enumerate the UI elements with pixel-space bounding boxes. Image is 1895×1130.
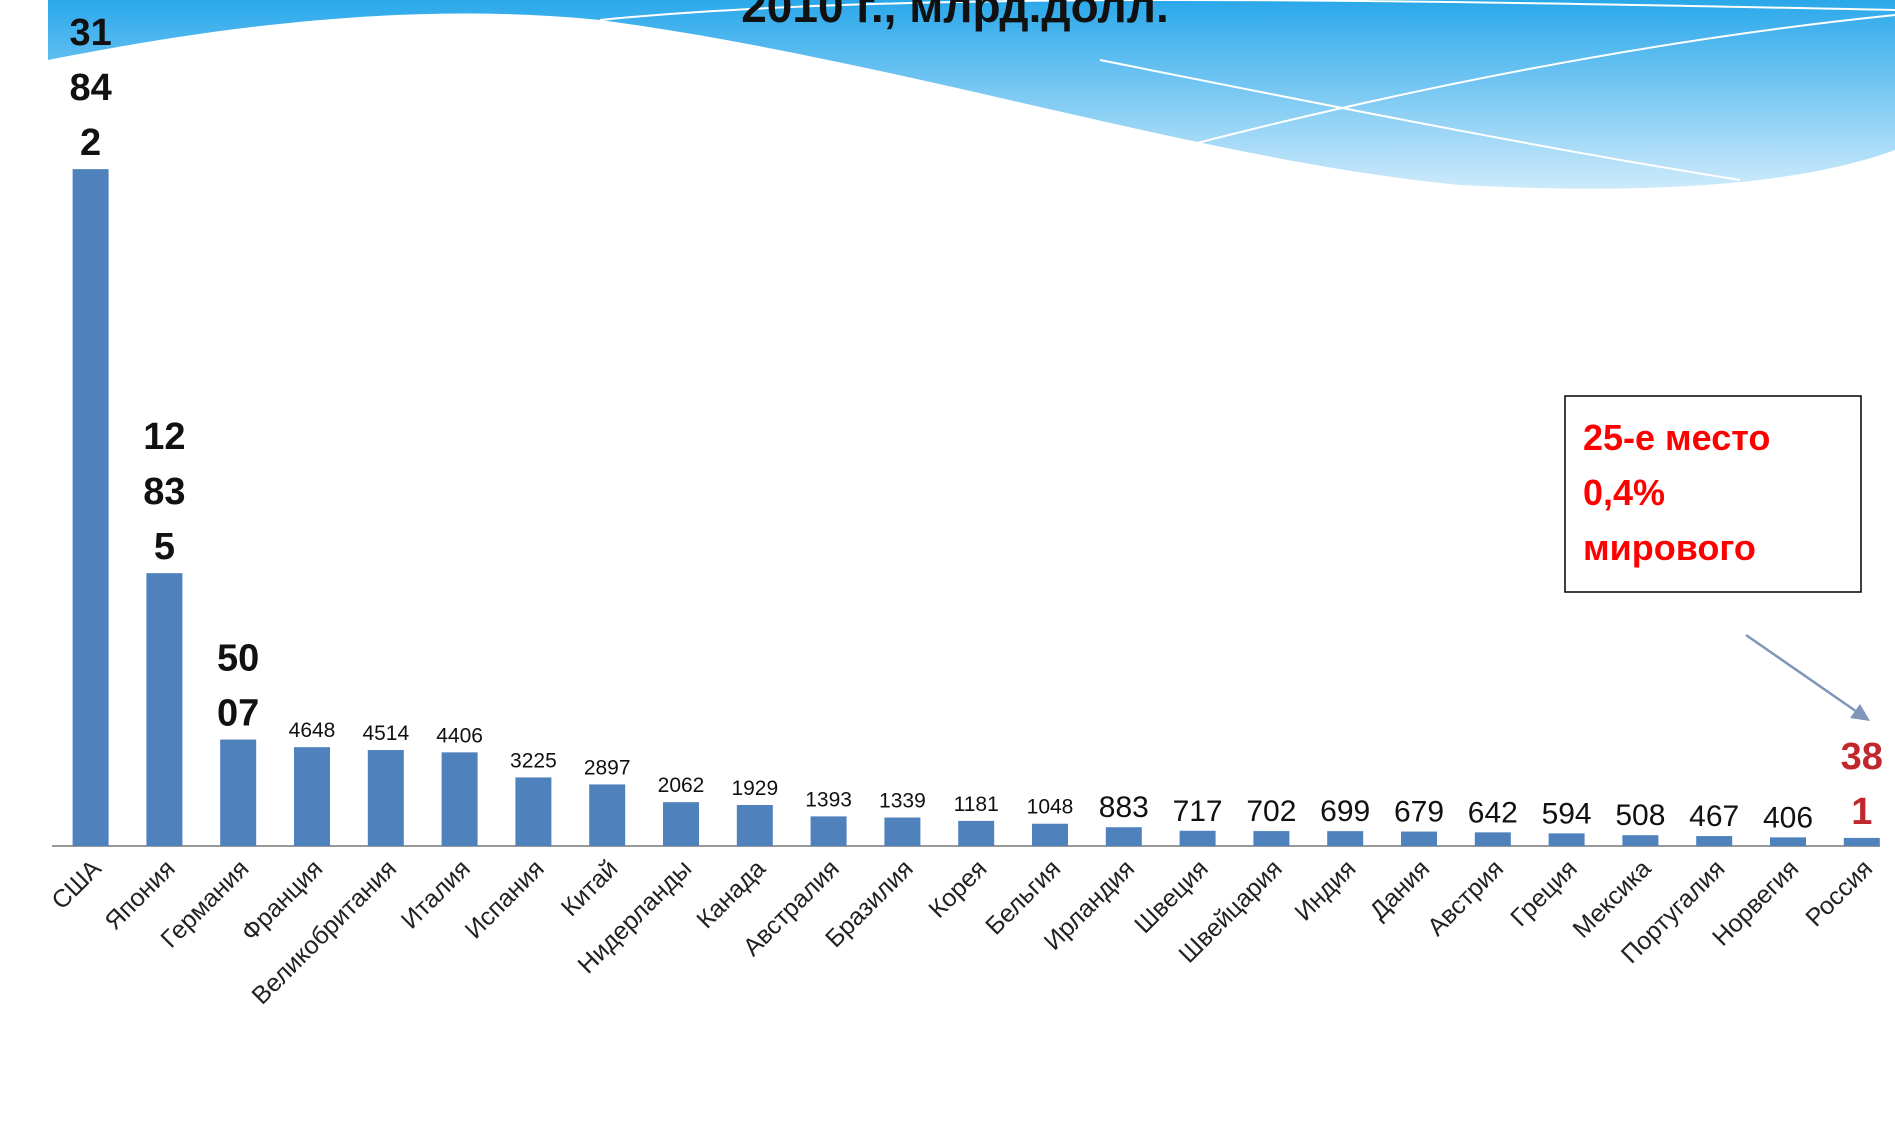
data-label: 2897 xyxy=(584,756,631,779)
data-label: 4648 xyxy=(289,719,336,742)
data-label: 1048 xyxy=(1027,796,1074,819)
bar xyxy=(737,805,773,846)
data-label: 1181 xyxy=(954,793,999,816)
x-tick-label: Испания xyxy=(460,854,550,944)
bar xyxy=(442,752,478,846)
bar xyxy=(1475,832,1511,846)
bar xyxy=(1622,835,1658,846)
data-label: 679 xyxy=(1394,796,1444,829)
bar xyxy=(1401,832,1437,846)
data-label: 702 xyxy=(1246,795,1296,828)
bar xyxy=(663,802,699,846)
annotation-arrow xyxy=(1746,635,1860,714)
bar xyxy=(1253,831,1289,846)
bar xyxy=(294,747,330,846)
bar xyxy=(73,169,109,846)
data-label: 508 xyxy=(1615,799,1665,832)
data-label: 1339 xyxy=(879,790,926,813)
data-label: 1393 xyxy=(805,788,852,811)
chart-title: 2010 г., млрд.долл. xyxy=(741,0,1169,32)
bar xyxy=(1844,838,1880,846)
data-label: 699 xyxy=(1320,795,1370,828)
x-tick-label: Китай xyxy=(556,854,624,922)
x-tick-label: Австрия xyxy=(1422,854,1509,941)
annotation-text: 25-е место xyxy=(1583,417,1770,458)
bar xyxy=(1696,836,1732,846)
bar xyxy=(1327,831,1363,846)
bar xyxy=(811,816,847,846)
annotation-text: 0,4% xyxy=(1583,472,1665,513)
bar xyxy=(1549,833,1585,846)
data-label: 406 xyxy=(1763,801,1813,834)
chart: 2010 г., млрд.долл. 31842США12835Япония5… xyxy=(0,0,1895,1130)
data-label: 594 xyxy=(1542,797,1592,830)
data-label: 717 xyxy=(1173,795,1223,828)
x-tick-label: Корея xyxy=(923,854,992,923)
data-label: 642 xyxy=(1468,796,1518,829)
bar xyxy=(884,818,920,846)
bar xyxy=(1032,824,1068,846)
bar xyxy=(146,573,182,846)
data-label: 4514 xyxy=(362,722,409,745)
data-label: 1929 xyxy=(731,777,778,800)
arrow-head xyxy=(1850,704,1870,721)
bar xyxy=(1180,831,1216,846)
data-label: 467 xyxy=(1689,800,1739,833)
x-tick-label: США xyxy=(46,854,107,915)
bar xyxy=(368,750,404,846)
x-tick-label: Индия xyxy=(1289,854,1361,926)
data-label: 3225 xyxy=(510,749,557,772)
data-label: 2062 xyxy=(658,774,705,797)
bar xyxy=(1770,837,1806,846)
annotation-text: мирового xyxy=(1583,527,1756,568)
bar xyxy=(958,821,994,846)
data-label: 4406 xyxy=(436,724,483,747)
bar xyxy=(220,740,256,846)
x-tick-label: Дания xyxy=(1364,854,1435,925)
data-label: 883 xyxy=(1099,791,1149,824)
x-tick-label: Россия xyxy=(1800,854,1878,932)
bar xyxy=(589,784,625,846)
bar xyxy=(515,777,551,846)
bar xyxy=(1106,827,1142,846)
